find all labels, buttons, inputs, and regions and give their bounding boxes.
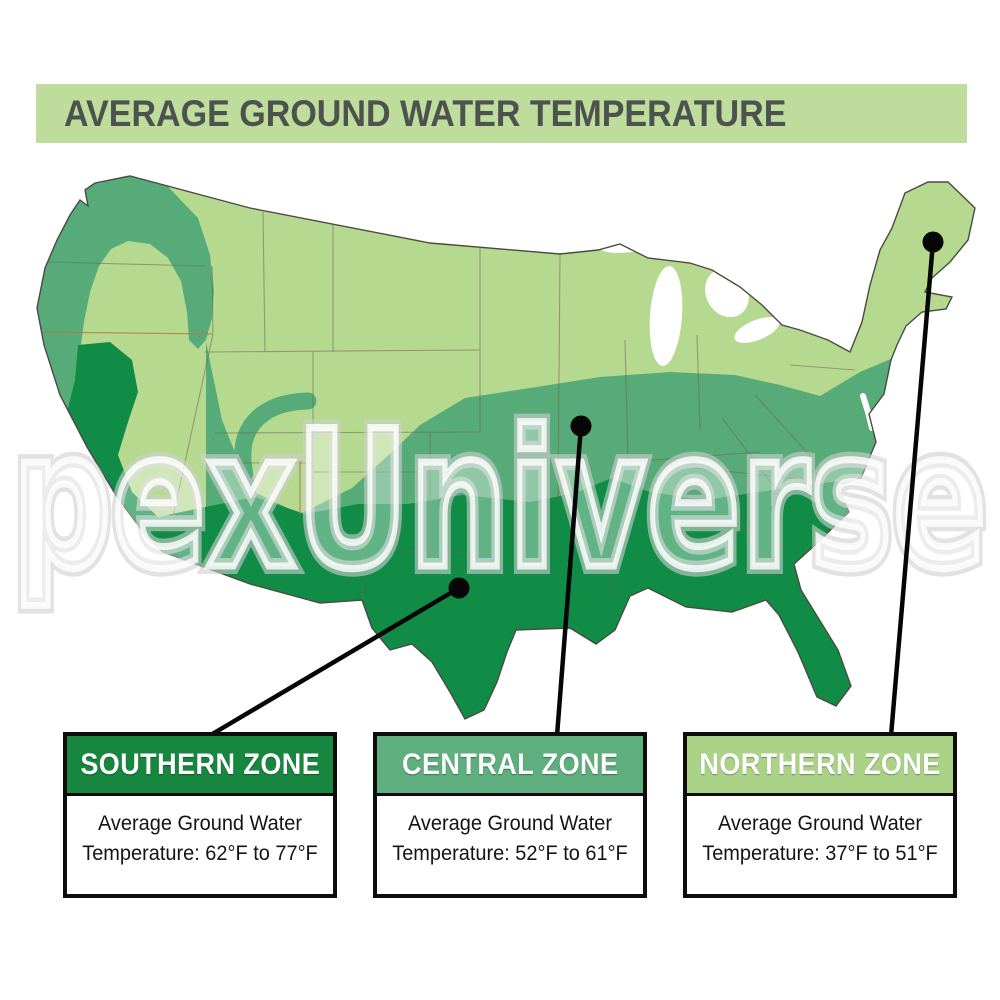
- state-boundaries-river: [37, 331, 301, 514]
- northern-zone-marker: [922, 231, 944, 253]
- central-zone-marker: [570, 415, 592, 437]
- southern-zone-header: SOUTHERN ZONE: [67, 736, 333, 796]
- lake-michigan: [649, 266, 683, 366]
- lake-erie: [734, 317, 780, 343]
- central-zone-callout: CENTRAL ZONE Average Ground Water Temper…: [373, 732, 647, 898]
- northern-zone-description: Average Ground Water Temperature: 37°F t…: [687, 796, 953, 869]
- watermark-text: pexUniverse: [12, 390, 987, 611]
- watermark-halo: pexUniverse: [12, 390, 987, 611]
- northern-zone-leader-line: [888, 241, 936, 737]
- southern-zone-callout: SOUTHERN ZONE Average Ground Water Tempe…: [63, 732, 337, 898]
- northern-zone-callout: NORTHERN ZONE Average Ground Water Tempe…: [683, 732, 957, 898]
- central-zone-swirl: [234, 392, 317, 507]
- central-zone-northwest-area: [37, 176, 214, 412]
- page-title: AVERAGE GROUND WATER TEMPERATURE: [64, 93, 787, 134]
- northern-zone-desc-line2: Temperature: 37°F to 51°F: [702, 842, 938, 865]
- leader-lines: [207, 241, 936, 738]
- watermark: pexUniverse pexUniverse: [4, 382, 995, 619]
- central-zone-desc-line2: Temperature: 52°F to 61°F: [392, 842, 628, 865]
- southern-zone-desc-line1: Average Ground Water: [97, 812, 303, 835]
- page-title-bar: AVERAGE GROUND WATER TEMPERATURE: [36, 84, 967, 143]
- central-zone-label: CENTRAL ZONE: [401, 747, 619, 781]
- northern-zone-header: NORTHERN ZONE: [687, 736, 953, 796]
- central-zone-desc-line1: Average Ground Water: [407, 812, 613, 835]
- central-zone-leader-line: [554, 425, 584, 737]
- state-boundaries: [47, 211, 856, 601]
- southern-zone-desc-line2: Temperature: 62°F to 77°F: [82, 842, 318, 865]
- southern-zone-description: Average Ground Water Temperature: 62°F t…: [67, 796, 333, 869]
- northern-zone-label: NORTHERN ZONE: [699, 747, 941, 781]
- central-zone-header: CENTRAL ZONE: [377, 736, 643, 796]
- us-outline: [36, 175, 976, 720]
- southern-zone-label: SOUTHERN ZONE: [80, 747, 320, 781]
- southern-zone-leader-line: [207, 586, 461, 738]
- southern-zone-marker: [448, 577, 470, 599]
- zone-markers: [448, 231, 944, 599]
- northern-zone-desc-line1: Average Ground Water: [717, 812, 923, 835]
- central-zone-description: Average Ground Water Temperature: 52°F t…: [377, 796, 643, 869]
